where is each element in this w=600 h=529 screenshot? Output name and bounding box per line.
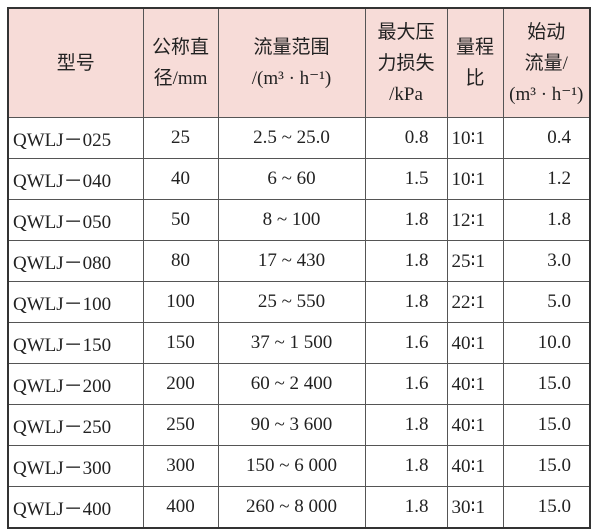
cell-starting-flow: 1.8: [502, 199, 591, 241]
header-line: 最大压: [377, 21, 435, 43]
cell-model: QWLJ－050: [7, 199, 144, 241]
cell-max-pressure-loss: 1.6: [364, 322, 448, 364]
cell-flow-range: 90 ~ 3 600: [217, 404, 366, 446]
cell-max-pressure-loss: 1.8: [364, 404, 448, 446]
cell-starting-flow: 10.0: [502, 322, 591, 364]
header-line: 比: [465, 68, 485, 89]
cell-flow-range: 60 ~ 2 400: [217, 363, 366, 405]
column-header-turndown-ratio: 量程比: [446, 7, 504, 118]
table-row: QWLJ－025 25 2.5 ~ 25.0 0.8 10∶1 0.4: [7, 117, 591, 159]
cell-nominal-diameter: 50: [142, 199, 219, 241]
column-header-nominal-diameter: 公称直径/mm: [142, 7, 219, 118]
table-row: QWLJ－250 250 90 ~ 3 600 1.8 40∶1 15.0: [7, 404, 591, 446]
cell-flow-range: 37 ~ 1 500: [217, 322, 366, 364]
cell-turndown-ratio: 40∶1: [446, 363, 504, 405]
cell-turndown-ratio: 12∶1: [446, 199, 504, 241]
spec-table: 型号 公称直 径/mm 流量范围/(m³ · h⁻¹) 最大压 力损失/kPa 量程比始动流…: [7, 7, 591, 529]
cell-nominal-diameter: 80: [142, 240, 219, 282]
cell-max-pressure-loss: 1.5: [364, 158, 448, 200]
cell-nominal-diameter: 300: [142, 445, 219, 487]
cell-nominal-diameter: 100: [142, 281, 219, 323]
table-row: QWLJ－080 80 17 ~ 430 1.8 25∶1 3.0: [7, 240, 591, 282]
table-row: QWLJ－150 150 37 ~ 1 500 1.6 40∶1 10.0: [7, 322, 591, 364]
table-row: QWLJ－040 40 6 ~ 60 1.5 10∶1 1.2: [7, 158, 591, 200]
cell-max-pressure-loss: 1.8: [364, 199, 448, 241]
cell-model: QWLJ－300: [7, 445, 144, 487]
header-line: 公称直: [151, 37, 209, 58]
cell-flow-range: 2.5 ~ 25.0: [217, 117, 366, 159]
cell-max-pressure-loss: 1.8: [364, 486, 448, 529]
cell-max-pressure-loss: 1.6: [364, 363, 448, 405]
table-row: QWLJ－100 100 25 ~ 550 1.8 22∶1 5.0: [7, 281, 591, 323]
cell-starting-flow: 15.0: [502, 445, 591, 487]
cell-model: QWLJ－400: [7, 486, 144, 529]
cell-nominal-diameter: 25: [142, 117, 219, 159]
header-line: 径/mm: [153, 68, 208, 89]
cell-nominal-diameter: 250: [142, 404, 219, 446]
cell-turndown-ratio: 40∶1: [446, 322, 504, 364]
header-line: 始动: [527, 21, 566, 43]
cell-turndown-ratio: 40∶1: [446, 404, 504, 446]
column-header-flow-range: 流量范围 /(m³ · h⁻¹): [217, 7, 366, 118]
cell-model: QWLJ－150: [7, 322, 144, 364]
cell-turndown-ratio: 10∶1: [446, 117, 504, 159]
cell-starting-flow: 15.0: [502, 363, 591, 405]
cell-turndown-ratio: 40∶1: [446, 445, 504, 487]
table-header: 型号 公称直 径/mm 流量范围/(m³ · h⁻¹) 最大压 力损失/kPa 量程比始动流…: [7, 7, 591, 118]
table-row: QWLJ－050 50 8 ~ 100 1.8 12∶1 1.8: [7, 199, 591, 241]
cell-nominal-diameter: 200: [142, 363, 219, 405]
cell-model: QWLJ－200: [7, 363, 144, 405]
header-line: (m³ · h⁻¹): [509, 83, 584, 105]
header-line: 流量/: [524, 52, 568, 74]
table-row: QWLJ－400 400 260 ~ 8 000 1.8 30∶1 15.0: [7, 486, 591, 529]
header-line: 流量范围: [253, 37, 330, 58]
cell-starting-flow: 3.0: [502, 240, 591, 282]
cell-turndown-ratio: 25∶1: [446, 240, 504, 282]
cell-nominal-diameter: 150: [142, 322, 219, 364]
cell-max-pressure-loss: 0.8: [364, 117, 448, 159]
column-header-starting-flow: 始动流量/ (m³ · h⁻¹): [502, 7, 591, 118]
column-header-model: 型号: [7, 7, 144, 118]
cell-turndown-ratio: 22∶1: [446, 281, 504, 323]
cell-nominal-diameter: 400: [142, 486, 219, 529]
cell-turndown-ratio: 10∶1: [446, 158, 504, 200]
cell-starting-flow: 15.0: [502, 404, 591, 446]
cell-flow-range: 260 ~ 8 000: [217, 486, 366, 529]
cell-starting-flow: 5.0: [502, 281, 591, 323]
cell-turndown-ratio: 30∶1: [446, 486, 504, 529]
table-row: QWLJ－200 200 60 ~ 2 400 1.6 40∶1 15.0: [7, 363, 591, 405]
cell-nominal-diameter: 40: [142, 158, 219, 200]
header-line: 量程: [455, 37, 494, 58]
cell-max-pressure-loss: 1.8: [364, 281, 448, 323]
header-line: /kPa: [389, 83, 423, 105]
cell-max-pressure-loss: 1.8: [364, 240, 448, 282]
cell-flow-range: 17 ~ 430: [217, 240, 366, 282]
cell-model: QWLJ－100: [7, 281, 144, 323]
cell-flow-range: 150 ~ 6 000: [217, 445, 366, 487]
header-line: /(m³ · h⁻¹): [251, 68, 332, 89]
column-header-max-pressure-loss: 最大压力损失/kPa: [364, 7, 448, 118]
table-body: QWLJ－025 25 2.5 ~ 25.0 0.8 10∶1 0.4 QWLJ－040 40…: [7, 117, 591, 529]
cell-starting-flow: 0.4: [502, 117, 591, 159]
cell-model: QWLJ－040: [7, 158, 144, 200]
cell-model: QWLJ－080: [7, 240, 144, 282]
cell-starting-flow: 1.2: [502, 158, 591, 200]
cell-model: QWLJ－025: [7, 117, 144, 159]
header-line: 力损失: [377, 52, 435, 74]
cell-max-pressure-loss: 1.8: [364, 445, 448, 487]
cell-starting-flow: 15.0: [502, 486, 591, 529]
cell-flow-range: 8 ~ 100: [217, 199, 366, 241]
header-line: 型号: [56, 52, 95, 74]
table-row: QWLJ－300 300 150 ~ 6 000 1.8 40∶1 15.0: [7, 445, 591, 487]
cell-model: QWLJ－250: [7, 404, 144, 446]
cell-flow-range: 25 ~ 550: [217, 281, 366, 323]
cell-flow-range: 6 ~ 60: [217, 158, 366, 200]
